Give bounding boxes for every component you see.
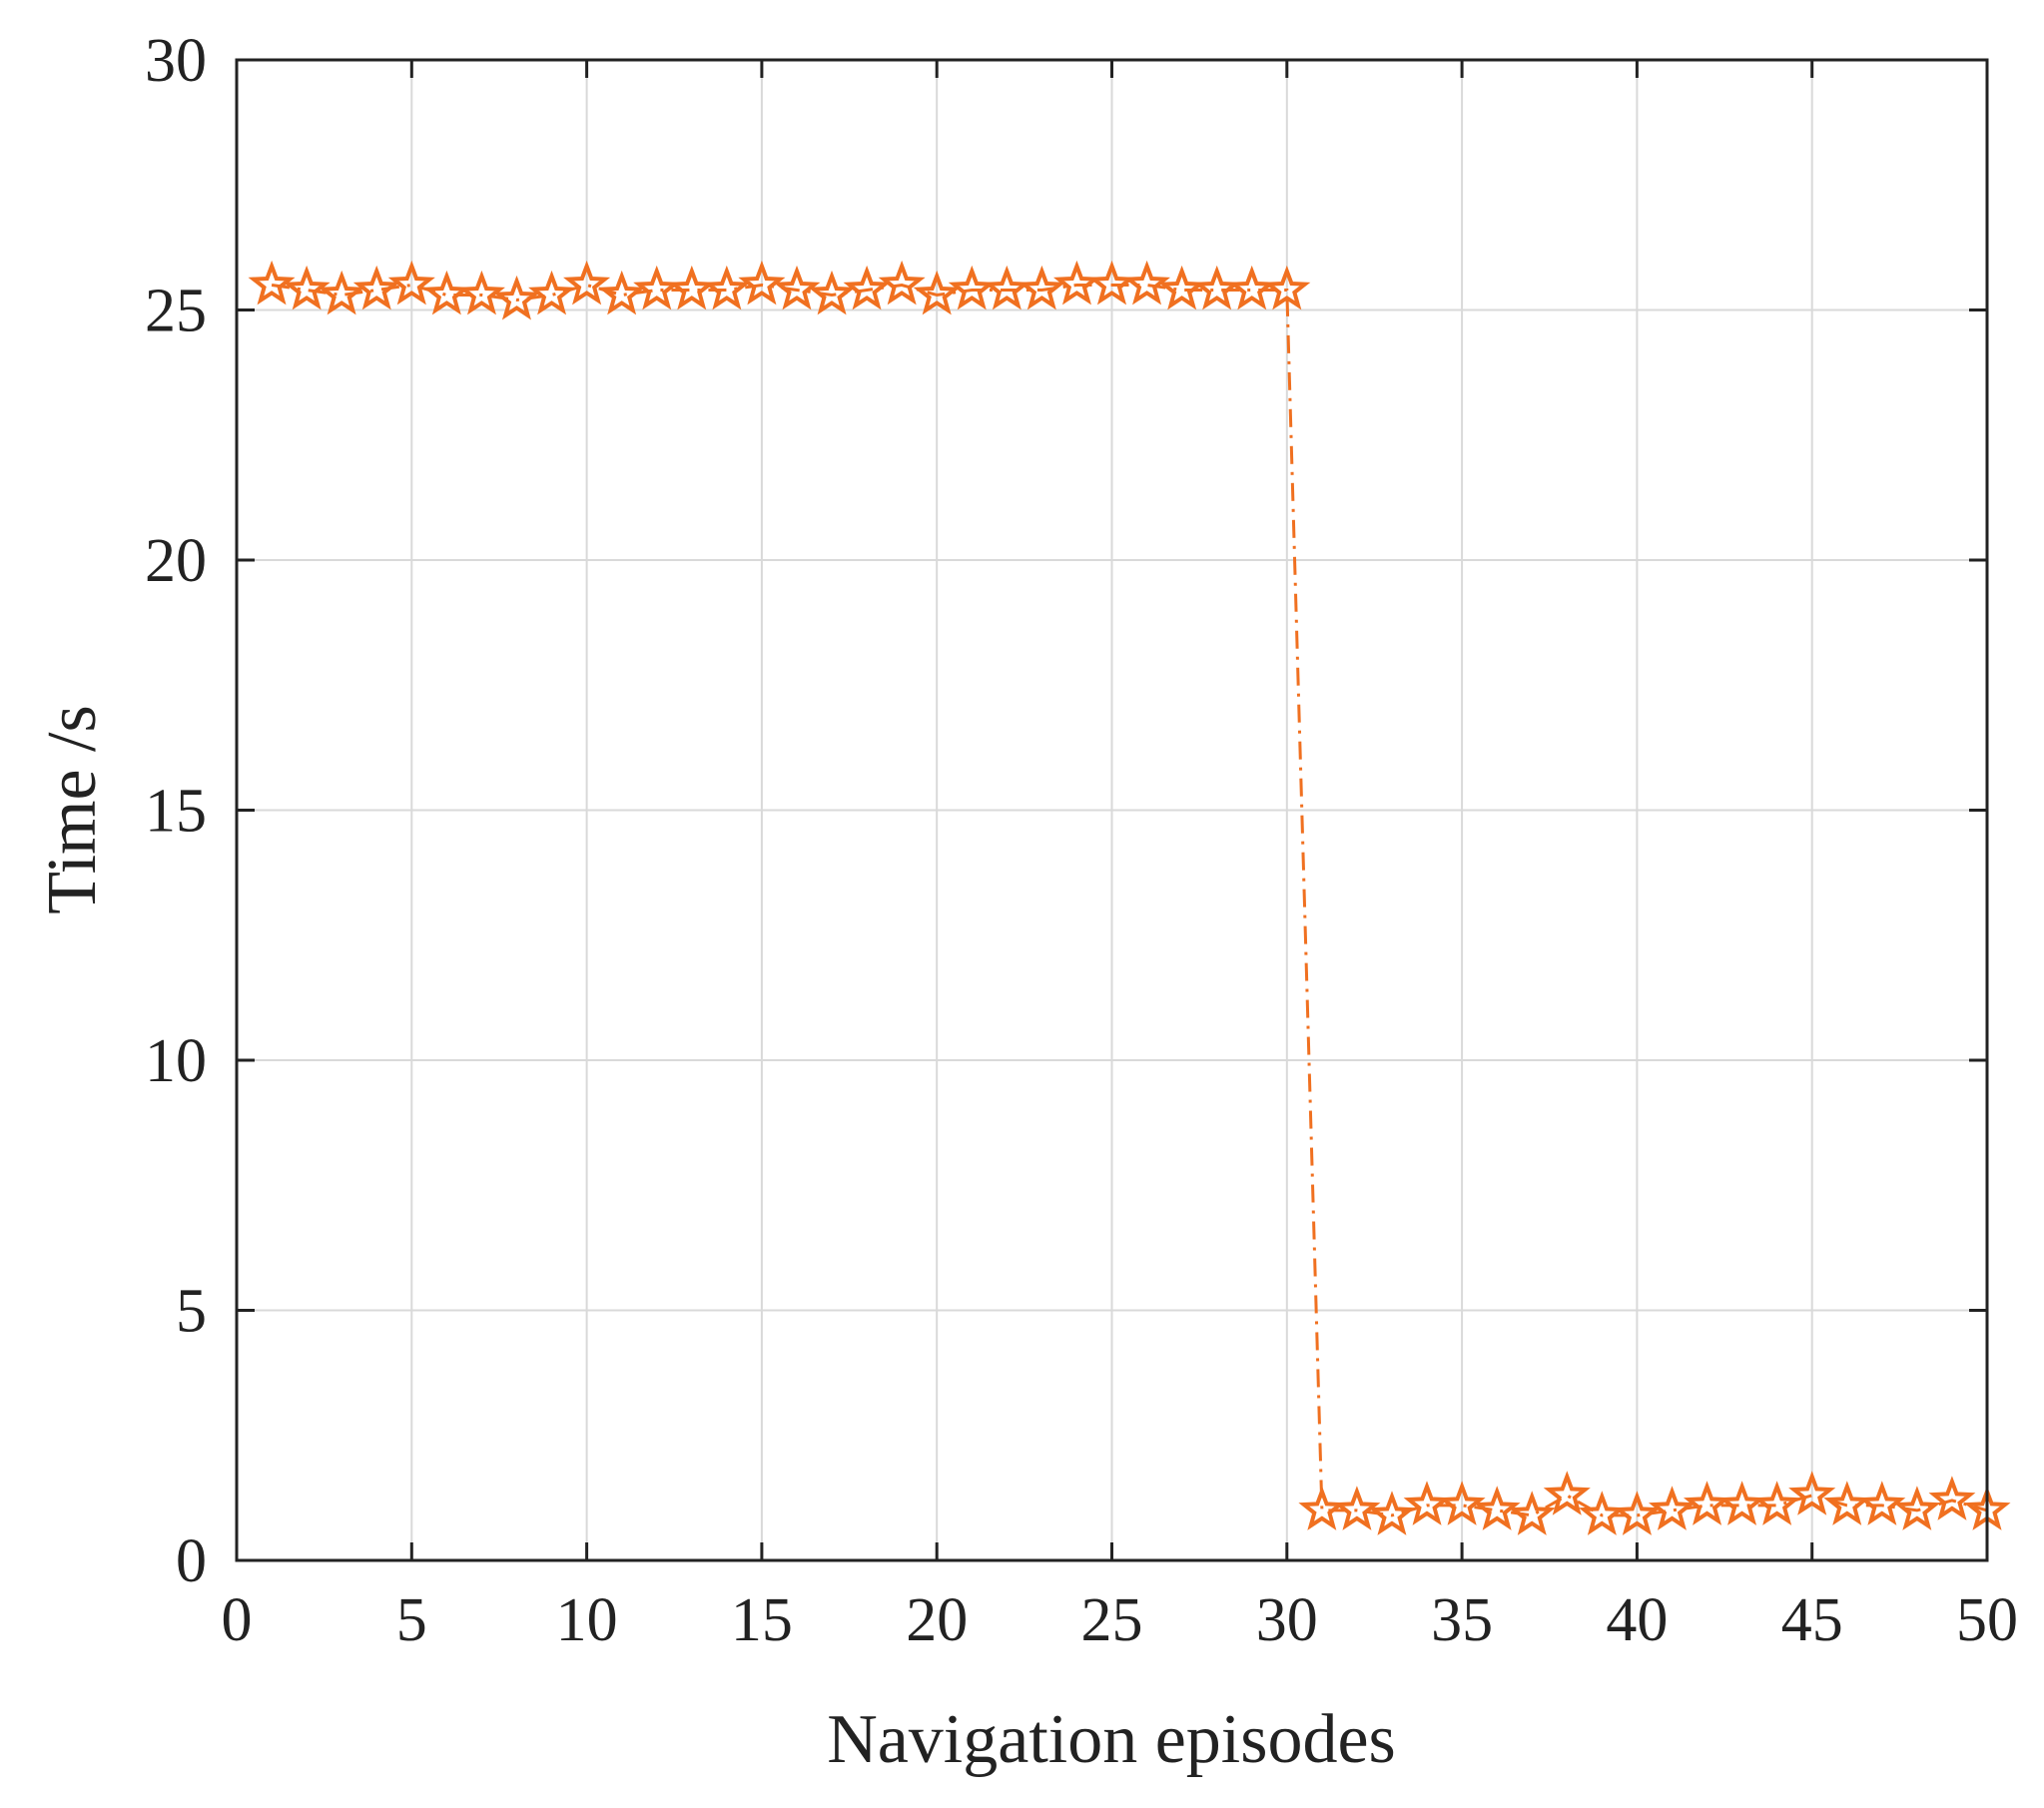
x-tick-label: 10: [556, 1586, 618, 1654]
x-tick-label: 50: [1956, 1586, 2018, 1654]
grid-lines: [237, 60, 1987, 1560]
y-tick-label: 30: [145, 27, 207, 95]
data-point: [387, 260, 435, 305]
data-point: [703, 265, 751, 310]
data-point: [598, 270, 646, 315]
x-tick-label: 5: [396, 1586, 427, 1654]
x-axis-label: Navigation episodes: [827, 1701, 1396, 1778]
series-line: [271, 283, 1988, 1517]
y-tick-label: 25: [145, 278, 207, 345]
data-point: [492, 275, 541, 320]
data-point: [352, 265, 400, 310]
x-tick-label: 45: [1781, 1586, 1843, 1654]
data-point: [1368, 1491, 1416, 1535]
x-tick-label: 20: [906, 1586, 968, 1654]
data-point: [1858, 1481, 1906, 1525]
y-axis-label: Time /s: [34, 705, 111, 913]
data-point: [1648, 1486, 1696, 1530]
data-point: [808, 270, 856, 315]
data-point: [1753, 1481, 1801, 1525]
data-point: [1123, 260, 1171, 305]
y-tick-label: 20: [145, 527, 207, 595]
y-tick-label: 10: [145, 1027, 207, 1095]
data-point: [528, 270, 576, 315]
y-tick-labels: 0 5 10 15 20 25 30: [145, 27, 207, 1595]
x-tick-labels: 0 5 10 15 20 25 30 35 40 45 50: [222, 1586, 2019, 1654]
data-point: [1508, 1491, 1556, 1535]
data-point: [738, 260, 786, 305]
data-point: [1788, 1471, 1836, 1515]
data-point: [773, 265, 821, 310]
data-point: [1018, 265, 1065, 310]
data-point: [1543, 1471, 1591, 1515]
data-point: [1263, 265, 1311, 310]
data-point: [1893, 1486, 1941, 1530]
data-point: [248, 260, 296, 305]
data-point: [843, 265, 891, 310]
data-point: [318, 270, 365, 315]
data-point: [283, 265, 331, 310]
tick-marks: [235, 58, 1989, 1562]
data-point: [1928, 1476, 1976, 1520]
data-point: [457, 270, 505, 315]
y-tick-label: 5: [176, 1278, 207, 1346]
x-tick-label: 35: [1431, 1586, 1493, 1654]
data-point: [563, 260, 611, 305]
series-layer: [248, 260, 2011, 1535]
data-point: [1473, 1486, 1521, 1530]
x-tick-label: 40: [1606, 1586, 1668, 1654]
data-point: [1333, 1486, 1381, 1530]
x-tick-label: 25: [1081, 1586, 1143, 1654]
data-point: [878, 260, 926, 305]
y-tick-label: 15: [145, 778, 207, 846]
y-tick-label: 0: [176, 1527, 207, 1595]
x-tick-label: 15: [731, 1586, 793, 1654]
data-point: [913, 270, 961, 315]
x-tick-label: 30: [1256, 1586, 1318, 1654]
data-point: [1438, 1481, 1486, 1525]
data-point: [1613, 1491, 1661, 1535]
x-tick-label: 0: [222, 1586, 253, 1654]
